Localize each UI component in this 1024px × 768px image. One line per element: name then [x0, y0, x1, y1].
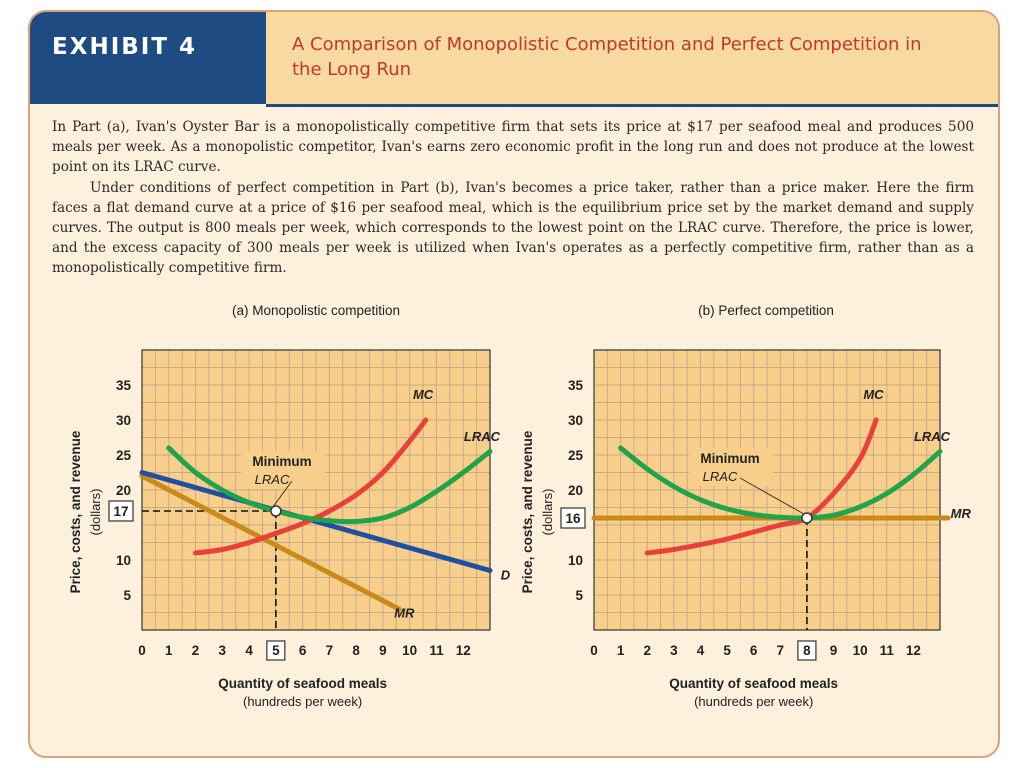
- y-tick-label: 35: [568, 378, 584, 393]
- exhibit-label-box: EXHIBIT 4: [30, 12, 266, 104]
- annotation-background: [689, 448, 773, 486]
- annotation-label-lrac: LRAC: [703, 469, 738, 484]
- series-label-mr: MR: [951, 506, 972, 521]
- x-tick-label: 4: [697, 643, 705, 658]
- exhibit-title: A Comparison of Monopolistic Competition…: [292, 34, 922, 80]
- annotation-label-minimum: Minimum: [700, 451, 759, 466]
- y-tick-label: 20: [116, 483, 131, 498]
- x-tick-label: 12: [456, 643, 471, 658]
- series-label-lrac: LRAC: [464, 429, 501, 444]
- chart-title: (a) Monopolistic competition: [232, 303, 400, 318]
- x-tick-label: 5: [272, 643, 280, 658]
- x-tick-label: 9: [830, 643, 838, 658]
- y-tick-label: 10: [568, 553, 583, 568]
- x-axis-sublabel: (hundreds per week): [243, 694, 362, 709]
- y-axis-sublabel: (dollars): [88, 489, 103, 536]
- exhibit-description: In Part (a), Ivan's Oyster Bar is a mono…: [52, 117, 974, 279]
- y-tick-label: 35: [116, 378, 132, 393]
- x-tick-label: 11: [880, 643, 895, 658]
- x-tick-label: 9: [379, 643, 387, 658]
- y-tick-box: [560, 507, 586, 529]
- x-tick-label: 6: [299, 643, 307, 658]
- x-tick-label: 1: [165, 643, 173, 658]
- x-tick-label: 7: [777, 643, 785, 658]
- x-tick-label: 3: [219, 643, 227, 658]
- y-tick-label: 25: [568, 448, 584, 463]
- annotation-pointer: [272, 480, 293, 508]
- series-line-mr: [139, 473, 402, 612]
- series-label-mc: MC: [863, 387, 884, 402]
- annotation-background: [241, 451, 325, 489]
- y-tick-label: 5: [123, 588, 131, 603]
- x-tick-label: 7: [326, 643, 334, 658]
- x-tick-label: 10: [853, 643, 868, 658]
- exhibit-label: EXHIBIT 4: [52, 34, 198, 60]
- series-line-lrac: [618, 445, 943, 521]
- x-tick-box: [266, 640, 286, 661]
- x-axis-sublabel: (hundreds per week): [694, 694, 813, 709]
- y-tick-label: 5: [575, 588, 583, 603]
- x-tick-label: 12: [906, 643, 921, 658]
- y-tick-label: 30: [568, 413, 583, 428]
- chart-perfect: [560, 349, 951, 661]
- y-axis-label: Price, costs, and revenue: [520, 430, 535, 593]
- y-tick-label: 30: [116, 413, 131, 428]
- y-tick-label-boxed: 16: [565, 511, 581, 526]
- y-axis-label: Price, costs, and revenue: [68, 430, 83, 593]
- series-label-lrac: LRAC: [914, 429, 951, 444]
- x-tick-label: 1: [617, 643, 625, 658]
- exhibit-title-box: A Comparison of Monopolistic Competition…: [266, 12, 998, 107]
- y-tick-label: 10: [116, 553, 131, 568]
- annotation-label-minimum: Minimum: [252, 454, 311, 469]
- x-tick-label: 6: [750, 643, 758, 658]
- equilibrium-point: [270, 505, 282, 517]
- y-axis-sublabel: (dollars): [540, 489, 555, 536]
- annotation-pointer: [739, 477, 805, 515]
- plot-frame: [141, 349, 491, 631]
- x-tick-label: 11: [429, 643, 444, 658]
- y-tick-label: 20: [568, 483, 583, 498]
- x-tick-label: 2: [643, 643, 651, 658]
- x-tick-label: 8: [803, 643, 811, 658]
- equilibrium-point: [801, 512, 813, 524]
- x-tick-label: 0: [590, 643, 598, 658]
- x-tick-box: [797, 640, 817, 661]
- x-tick-label: 5: [723, 643, 731, 658]
- y-tick-label: 25: [116, 448, 132, 463]
- chart-monopolistic: [108, 349, 493, 661]
- x-tick-label: 2: [192, 643, 200, 658]
- annotation-label-lrac: LRAC: [255, 472, 290, 487]
- x-tick-label: 3: [670, 643, 678, 658]
- x-tick-label: 4: [245, 643, 253, 658]
- x-axis-label: Quantity of seafood meals: [218, 676, 387, 691]
- y-tick-box: [108, 500, 134, 522]
- x-axis-label: Quantity of seafood meals: [669, 676, 838, 691]
- plot-frame: [593, 349, 941, 631]
- series-label-mr: MR: [394, 605, 415, 620]
- paragraph-2: Under conditions of perfect competition …: [52, 179, 974, 277]
- x-tick-label: 0: [138, 643, 146, 658]
- series-line-mc: [644, 417, 879, 556]
- x-tick-label: 10: [402, 643, 417, 658]
- series-label-mc: MC: [413, 387, 434, 402]
- paragraph-1: In Part (a), Ivan's Oyster Bar is a mono…: [52, 119, 974, 176]
- x-tick-label: 8: [352, 643, 360, 658]
- series-line-lrac: [166, 445, 493, 525]
- series-label-d: D: [501, 568, 511, 583]
- y-tick-label-boxed: 17: [113, 504, 128, 519]
- chart-title: (b) Perfect competition: [698, 303, 834, 318]
